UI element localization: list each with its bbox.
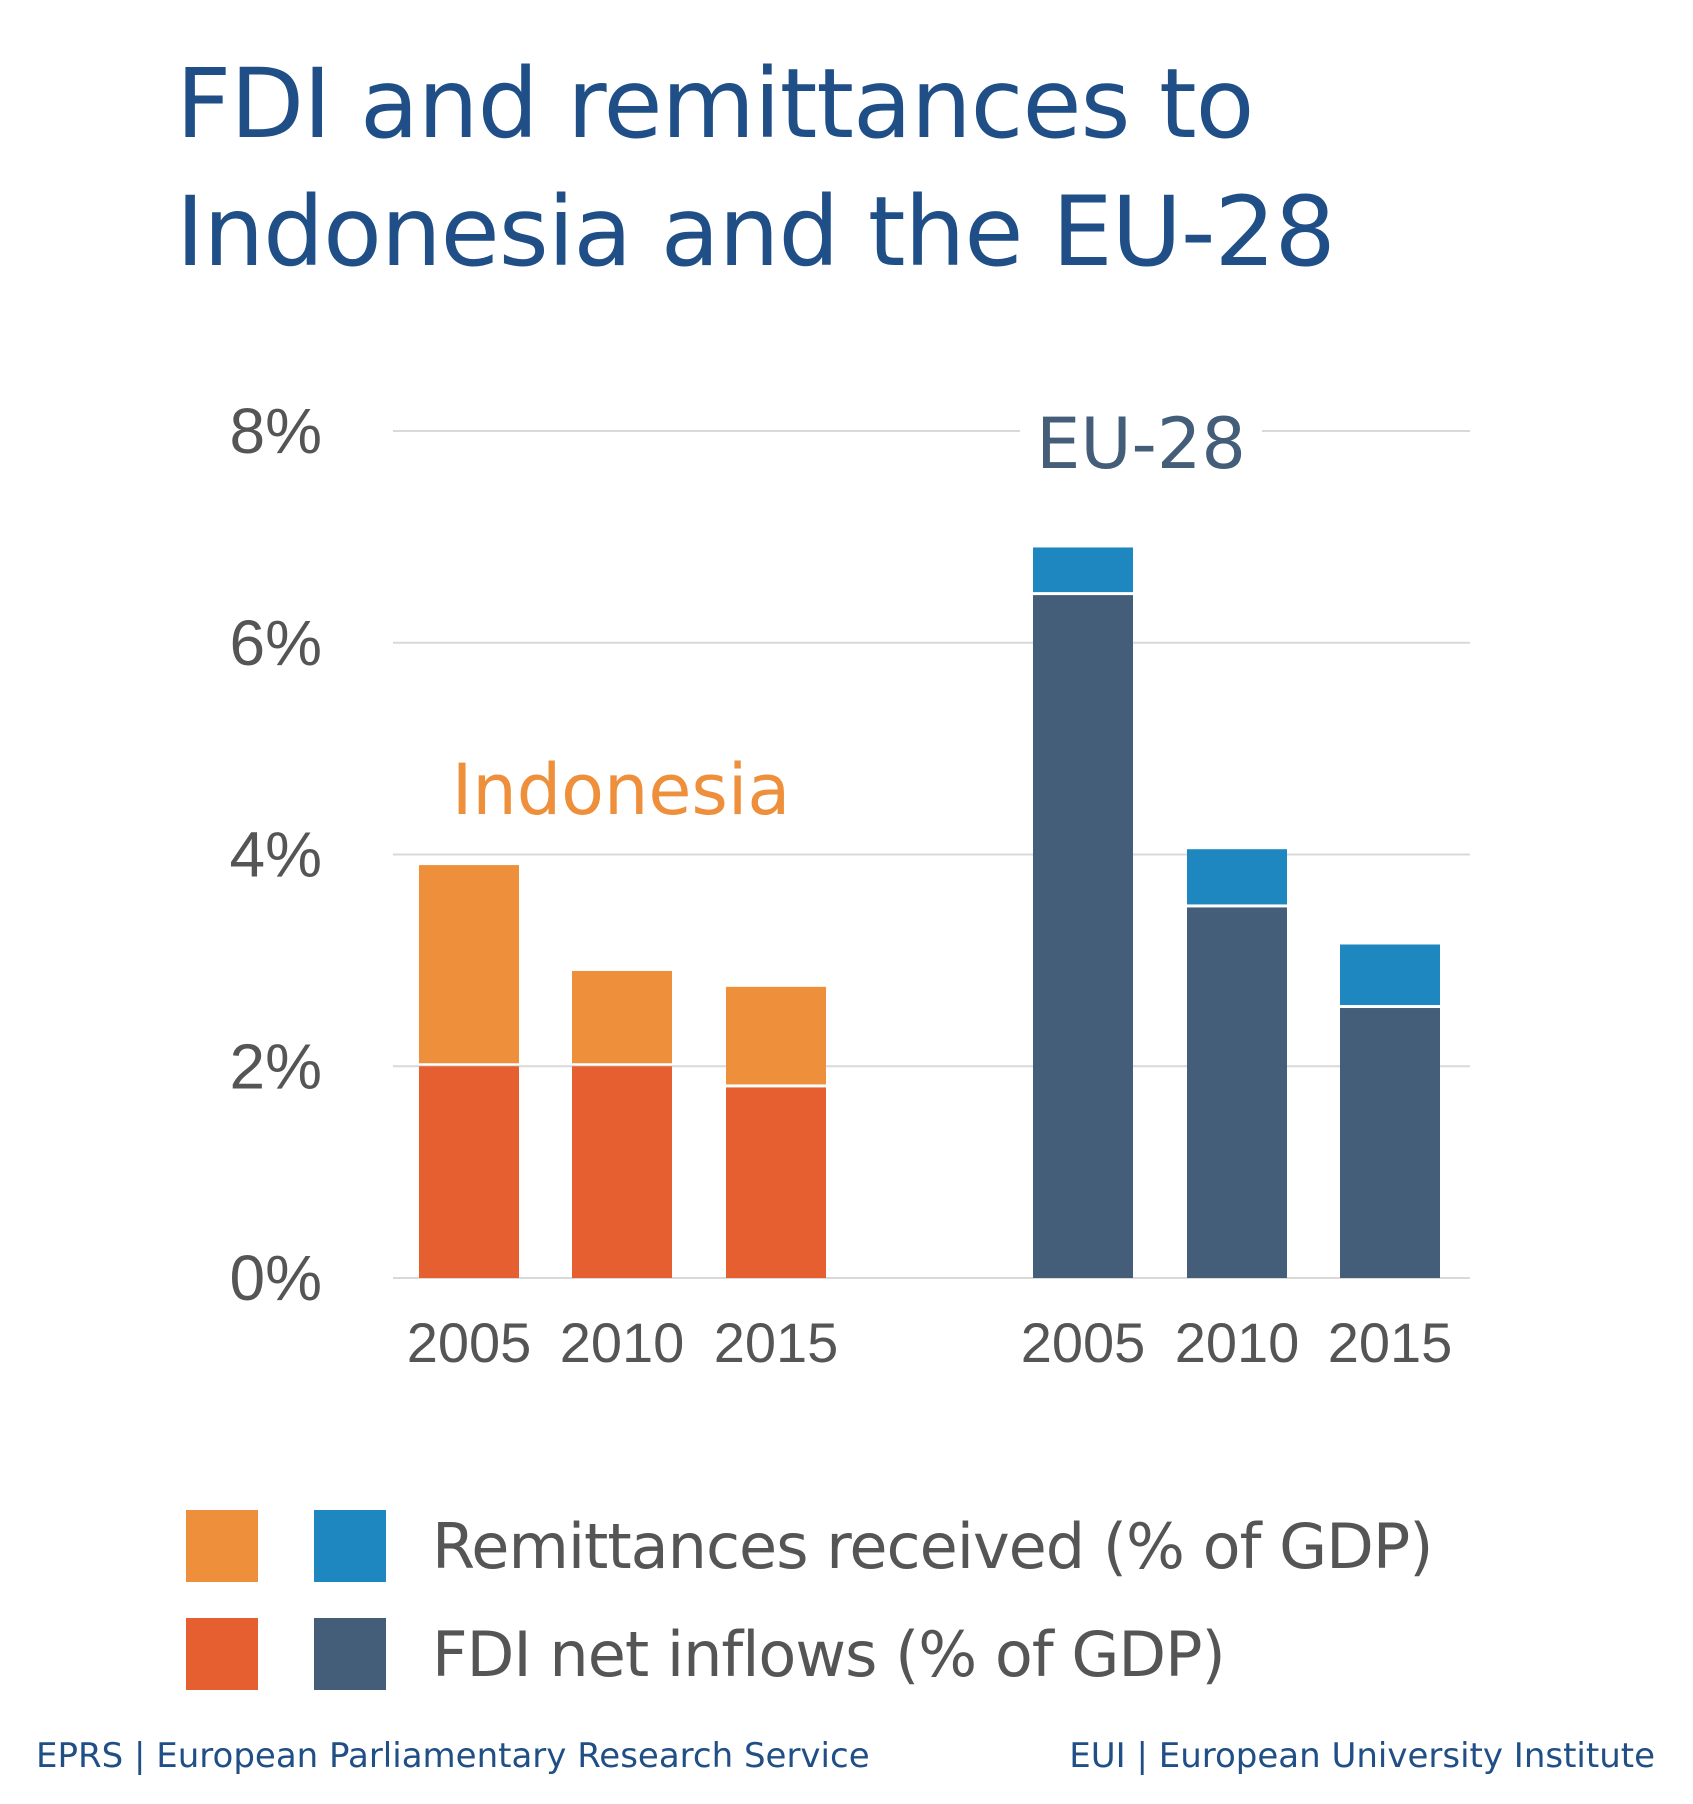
chart-title: FDI and remittances to Indonesia and the…	[176, 48, 1336, 288]
bar-fdi	[572, 1066, 672, 1278]
bar-remittances	[572, 970, 672, 1064]
stacked-bar-chart: 0% 2% 4% 6% 8% 2005 2010 2015 2005 2010 2015 Indo…	[230, 395, 1470, 1374]
x-tick-label: 2005	[407, 1311, 532, 1374]
group-label-eu28: EU-28	[1036, 403, 1246, 485]
legend-swatch-indonesia-fdi	[186, 1618, 258, 1690]
bar-fdi	[1033, 595, 1133, 1278]
footer-eprs: EPRS | European Parliamentary Research S…	[36, 1736, 870, 1776]
bar-remittances	[1187, 849, 1287, 905]
y-tick-label: 0%	[230, 1242, 323, 1314]
legend-label-fdi: FDI net inflows (% of GDP)	[432, 1617, 1226, 1691]
legend-swatch-indonesia-remittances	[186, 1510, 258, 1582]
y-tick-label: 4%	[230, 819, 323, 891]
y-tick-label: 2%	[230, 1030, 323, 1102]
bars	[419, 547, 1440, 1278]
y-tick-label: 8%	[230, 395, 323, 467]
y-axis-ticks: 0% 2% 4% 6% 8%	[230, 395, 323, 1314]
x-tick-label: 2005	[1021, 1311, 1146, 1374]
x-tick-label: 2010	[1175, 1311, 1300, 1374]
bar-fdi	[419, 1066, 519, 1278]
x-tick-label: 2010	[560, 1311, 685, 1374]
x-axis-labels: 2005 2010 2015 2005 2010 2015	[407, 1311, 1453, 1374]
bar-remittances	[1340, 944, 1440, 1006]
footer-eui: EUI | European University Institute	[1069, 1736, 1655, 1776]
group-labels: Indonesia EU-28	[452, 403, 1246, 831]
x-tick-label: 2015	[714, 1311, 839, 1374]
y-tick-label: 6%	[230, 607, 323, 679]
legend-row-fdi: FDI net inflows (% of GDP)	[186, 1617, 1226, 1691]
bar-fdi	[1340, 1008, 1440, 1278]
bar-remittances	[726, 986, 826, 1085]
bar-remittances	[419, 865, 519, 1064]
legend-swatch-eu-remittances	[314, 1510, 386, 1582]
bar-fdi	[1187, 907, 1287, 1278]
x-tick-label: 2015	[1328, 1311, 1453, 1374]
bar-remittances	[1033, 547, 1133, 593]
legend-swatch-eu-fdi	[314, 1618, 386, 1690]
legend-label-remittances: Remittances received (% of GDP)	[432, 1509, 1433, 1583]
grid-lines	[393, 430, 1470, 1279]
bar-fdi	[726, 1087, 826, 1278]
group-label-indonesia: Indonesia	[452, 749, 791, 831]
legend-row-remittances: Remittances received (% of GDP)	[186, 1509, 1433, 1583]
